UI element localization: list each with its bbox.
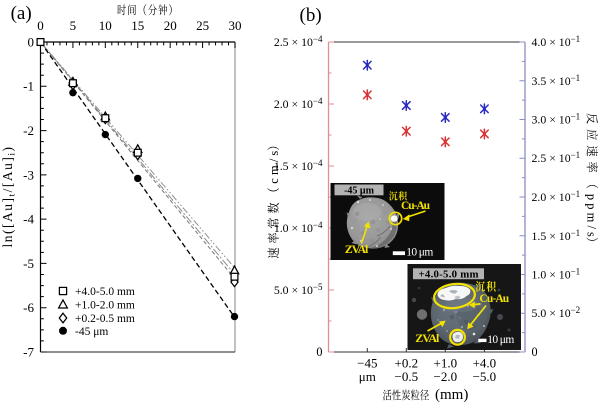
- svg-text:(mm): (mm): [435, 387, 468, 403]
- svg-text:(b): (b): [300, 5, 322, 26]
- svg-text:0: 0: [532, 345, 538, 359]
- svg-text:5: 5: [70, 18, 77, 33]
- svg-text:+1.0-2.0 mm: +1.0-2.0 mm: [75, 300, 135, 312]
- svg-text:0: 0: [37, 18, 44, 33]
- svg-text:1.0 × 10−1: 1.0 × 10−1: [532, 267, 581, 282]
- svg-text:0: 0: [316, 345, 322, 359]
- svg-text:2.5 × 10−4: 2.5 × 10−4: [274, 34, 323, 49]
- svg-text:-45 μm: -45 μm: [344, 185, 374, 196]
- svg-text:cm/s: cm/s: [267, 151, 281, 184]
- svg-text:10 μm: 10 μm: [487, 334, 514, 346]
- svg-text:-45 μm: -45 μm: [75, 326, 108, 338]
- svg-text:3.0 × 10−1: 3.0 × 10−1: [532, 112, 581, 127]
- svg-text:+4.0-5.0 mm: +4.0-5.0 mm: [419, 268, 479, 280]
- svg-text:3.5 × 10−1: 3.5 × 10−1: [532, 73, 581, 88]
- svg-text:-2: -2: [23, 123, 34, 138]
- svg-text:+0.2-0.5 mm: +0.2-0.5 mm: [75, 313, 135, 325]
- svg-text:−0.5: −0.5: [395, 369, 419, 384]
- svg-text:-5: -5: [23, 256, 34, 271]
- svg-text:10 μm: 10 μm: [406, 247, 433, 259]
- svg-text:20: 20: [164, 18, 177, 33]
- svg-text:+4.0: +4.0: [473, 356, 497, 371]
- svg-text:-1: -1: [23, 79, 34, 94]
- svg-text:Cu-Au: Cu-Au: [479, 293, 509, 305]
- svg-text:1.5 × 10−4: 1.5 × 10−4: [274, 158, 323, 173]
- svg-text:ZVAl: ZVAl: [415, 331, 440, 345]
- svg-text:2.0 × 10−1: 2.0 × 10−1: [532, 189, 581, 204]
- svg-text:-4: -4: [23, 212, 34, 227]
- svg-text:2.5 × 10−1: 2.5 × 10−1: [532, 150, 581, 165]
- svg-text:+4.0-5.0 mm: +4.0-5.0 mm: [75, 286, 135, 298]
- svg-text:30: 30: [229, 18, 242, 33]
- svg-text:ZVAl: ZVAl: [345, 242, 369, 256]
- svg-text:ln([Au]t/[Au]i): ln([Au]t/[Au]i): [0, 145, 18, 247]
- svg-text:0: 0: [28, 34, 35, 49]
- svg-text:ppm/s: ppm/s: [585, 194, 599, 237]
- svg-text:-7: -7: [23, 344, 34, 359]
- svg-text:15: 15: [131, 18, 144, 33]
- svg-text:10: 10: [99, 18, 112, 33]
- svg-text:5.0 × 10−2: 5.0 × 10−2: [532, 305, 581, 320]
- svg-text:5.0 × 10−5: 5.0 × 10−5: [274, 282, 323, 297]
- svg-text:+1.0: +1.0: [434, 356, 458, 371]
- svg-text:−5.0: −5.0: [473, 369, 497, 384]
- svg-text:-6: -6: [23, 300, 34, 315]
- svg-text:−2.0: −2.0: [434, 369, 458, 384]
- svg-text:+0.2: +0.2: [395, 356, 419, 371]
- svg-text:1.5 × 10−1: 1.5 × 10−1: [532, 228, 581, 243]
- svg-text:25: 25: [196, 18, 209, 33]
- svg-text:2.0 × 10−4: 2.0 × 10−4: [274, 96, 323, 111]
- svg-text:4.0 × 10−1: 4.0 × 10−1: [532, 34, 581, 49]
- svg-text:−45: −45: [357, 356, 377, 371]
- svg-text:μm: μm: [359, 369, 376, 384]
- svg-text:-3: -3: [23, 167, 34, 182]
- svg-text:(a): (a): [11, 3, 32, 24]
- svg-text:1.0 × 10−4: 1.0 × 10−4: [274, 220, 323, 235]
- svg-text:Cu-Au: Cu-Au: [401, 200, 431, 212]
